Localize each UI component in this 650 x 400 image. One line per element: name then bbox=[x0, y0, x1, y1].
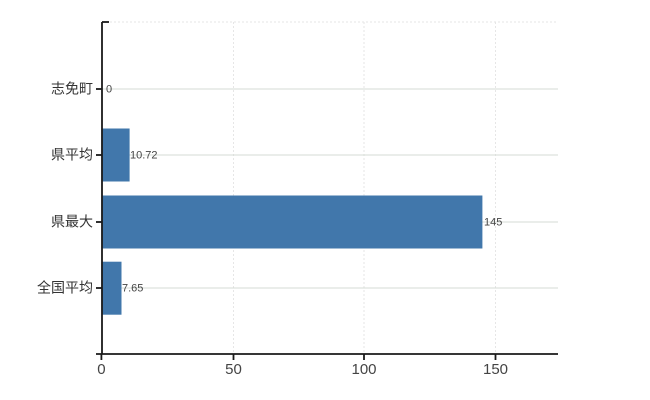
svg-text:50: 50 bbox=[225, 361, 242, 378]
svg-text:145: 145 bbox=[484, 217, 502, 229]
svg-text:0: 0 bbox=[106, 84, 112, 96]
svg-text:150: 150 bbox=[483, 361, 508, 378]
svg-text:志免町: 志免町 bbox=[51, 81, 93, 97]
svg-text:県平均: 県平均 bbox=[51, 147, 93, 163]
svg-text:10.72: 10.72 bbox=[130, 150, 158, 162]
svg-text:7.65: 7.65 bbox=[122, 283, 143, 295]
svg-text:0: 0 bbox=[97, 361, 105, 378]
svg-text:100: 100 bbox=[351, 361, 376, 378]
svg-text:全国平均: 全国平均 bbox=[37, 280, 93, 296]
svg-text:県最大: 県最大 bbox=[51, 214, 93, 230]
